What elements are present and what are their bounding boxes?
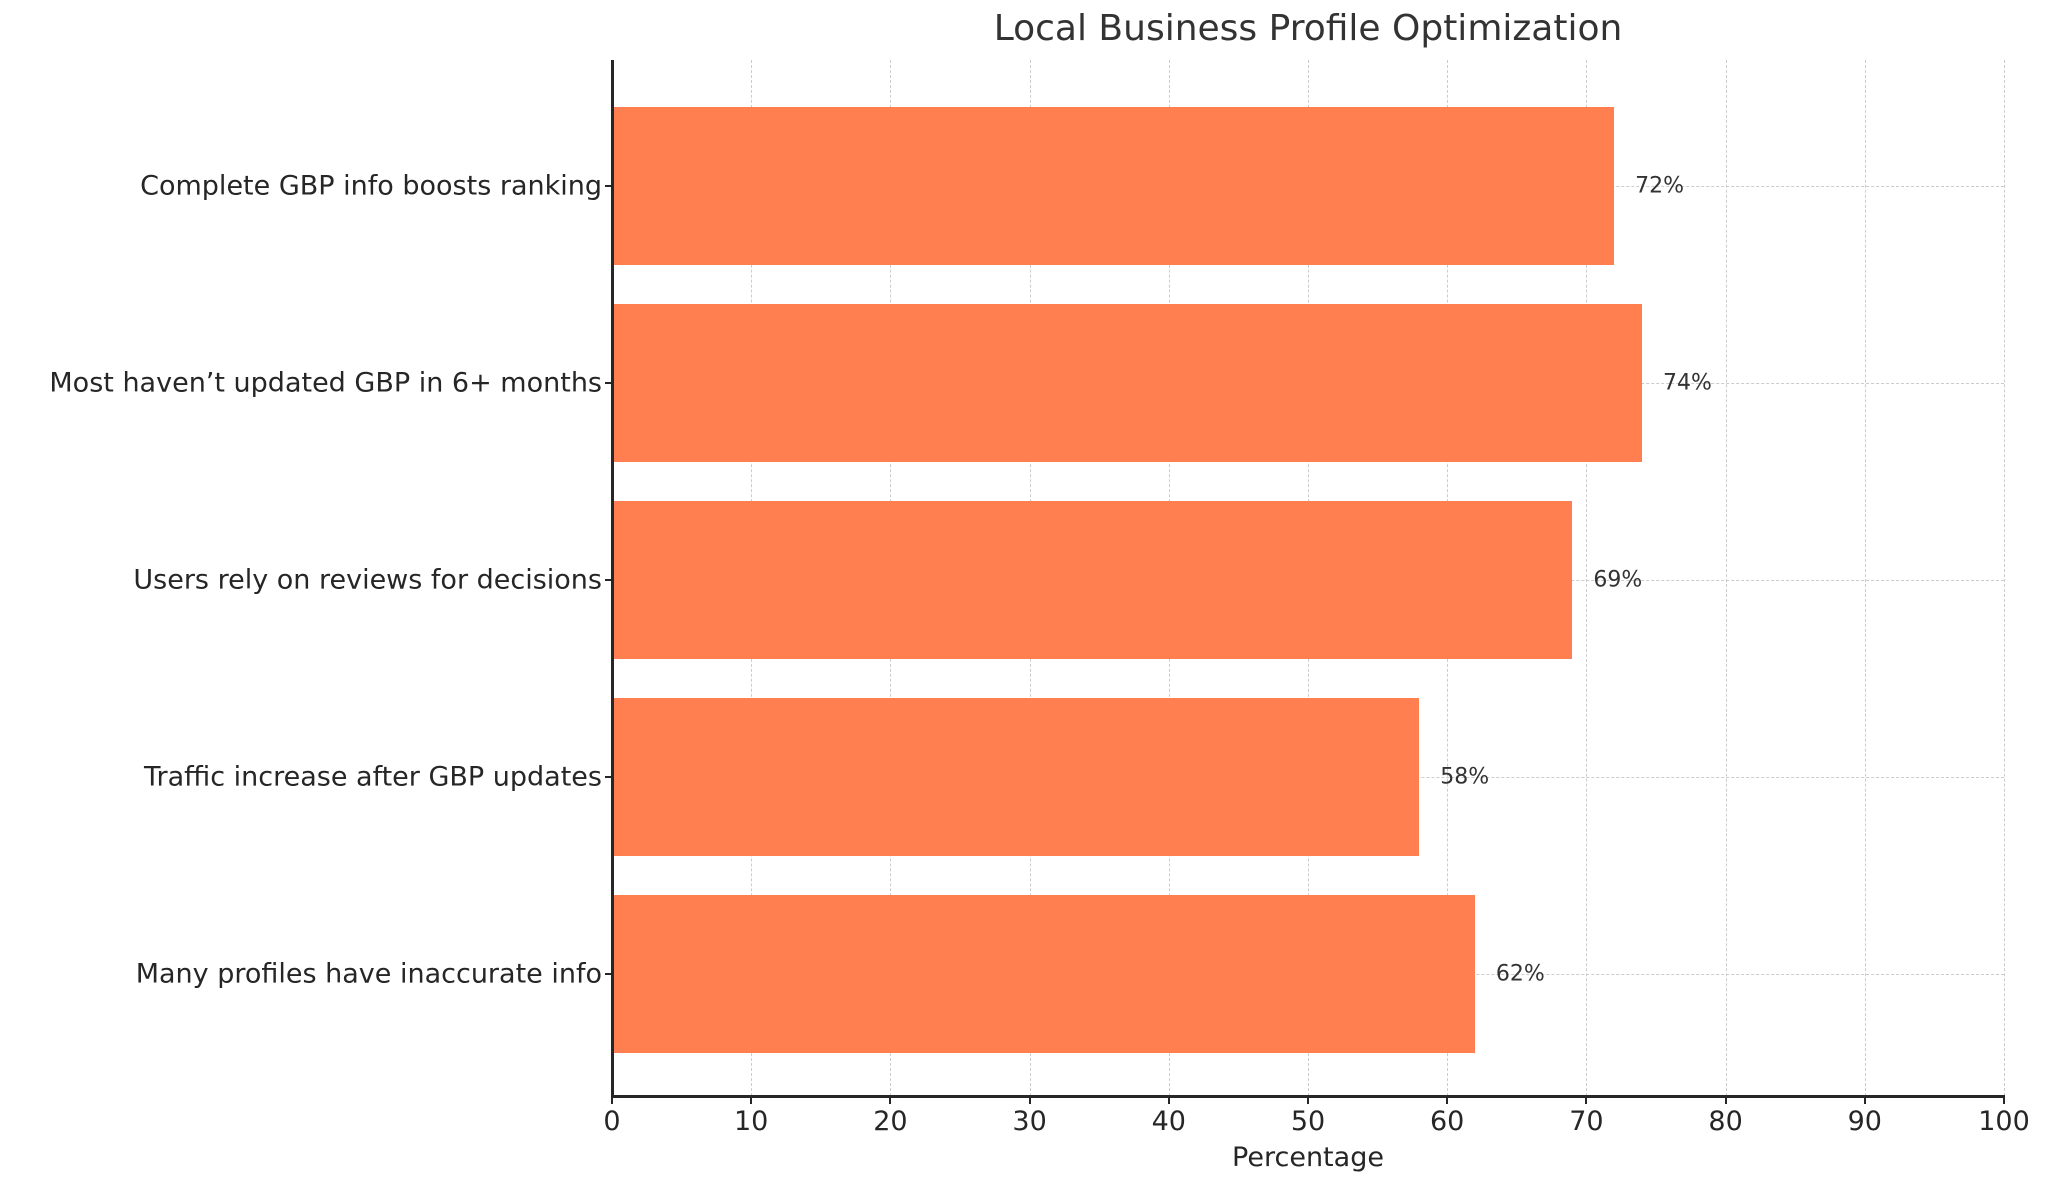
- x-tick-label: 70: [1569, 1106, 1604, 1137]
- x-tick-mark: [2003, 1097, 2005, 1104]
- y-tick-mark: [605, 973, 612, 975]
- x-tick-label: 80: [1708, 1106, 1743, 1137]
- y-tick-mark: [605, 382, 612, 384]
- x-tick-mark: [1585, 1097, 1588, 1104]
- x-tick-label: 90: [1847, 1106, 1882, 1137]
- bar-value-label: 62%: [1495, 961, 1545, 987]
- x-axis: [611, 1095, 2005, 1098]
- x-tick-label: 100: [1978, 1106, 2030, 1137]
- y-tick-label: Complete GBP info boosts ranking: [140, 170, 602, 202]
- x-tick-label: 40: [1151, 1106, 1186, 1137]
- vertical-gridline: [1586, 60, 1588, 1096]
- bar: [612, 698, 1420, 856]
- y-axis: [611, 60, 614, 1098]
- chart-title: Local Business Profile Optimization: [993, 8, 1623, 49]
- bar: [612, 304, 1643, 462]
- plot-area: 72% 74% 69% 58% 62%: [612, 60, 2005, 1096]
- x-axis-title: Percentage: [1232, 1142, 1384, 1173]
- vertical-gridline: [1725, 60, 1727, 1096]
- bar-value-label: 72%: [1635, 173, 1685, 199]
- x-tick-mark: [611, 1097, 613, 1104]
- x-tick-mark: [1167, 1097, 1170, 1104]
- x-tick-label: 10: [734, 1106, 769, 1137]
- bar: [612, 107, 1615, 265]
- x-tick-label: 50: [1290, 1106, 1326, 1137]
- vertical-gridline: [1864, 60, 1866, 1096]
- x-tick-mark: [1446, 1097, 1449, 1104]
- bar-value-label: 58%: [1440, 764, 1490, 790]
- x-tick-mark: [1863, 1097, 1866, 1104]
- y-tick-mark: [605, 579, 612, 581]
- x-tick-label: 0: [603, 1106, 621, 1137]
- y-tick-label: Most haven’t updated GBP in 6+ months: [49, 367, 602, 399]
- y-tick-label: Traffic increase after GBP updates: [143, 761, 602, 793]
- bar: [612, 895, 1476, 1053]
- y-tick-label: Users rely on reviews for decisions: [133, 564, 602, 596]
- y-tick-mark: [605, 776, 612, 778]
- bar-value-label: 69%: [1593, 567, 1643, 593]
- y-tick-mark: [605, 185, 612, 187]
- x-tick-mark: [750, 1097, 753, 1104]
- bar-value-label: 74%: [1662, 370, 1712, 396]
- x-tick-label: 30: [1012, 1106, 1047, 1137]
- x-tick-label: 60: [1430, 1106, 1465, 1137]
- x-tick-mark: [1028, 1097, 1031, 1104]
- bar: [612, 501, 1573, 659]
- x-tick-mark: [1724, 1097, 1727, 1104]
- y-tick-label: Many profiles have inaccurate info: [135, 958, 602, 990]
- x-tick-mark: [889, 1097, 892, 1104]
- x-tick-mark: [1307, 1097, 1309, 1104]
- x-tick-label: 20: [873, 1106, 908, 1137]
- vertical-gridline: [2004, 60, 2005, 1096]
